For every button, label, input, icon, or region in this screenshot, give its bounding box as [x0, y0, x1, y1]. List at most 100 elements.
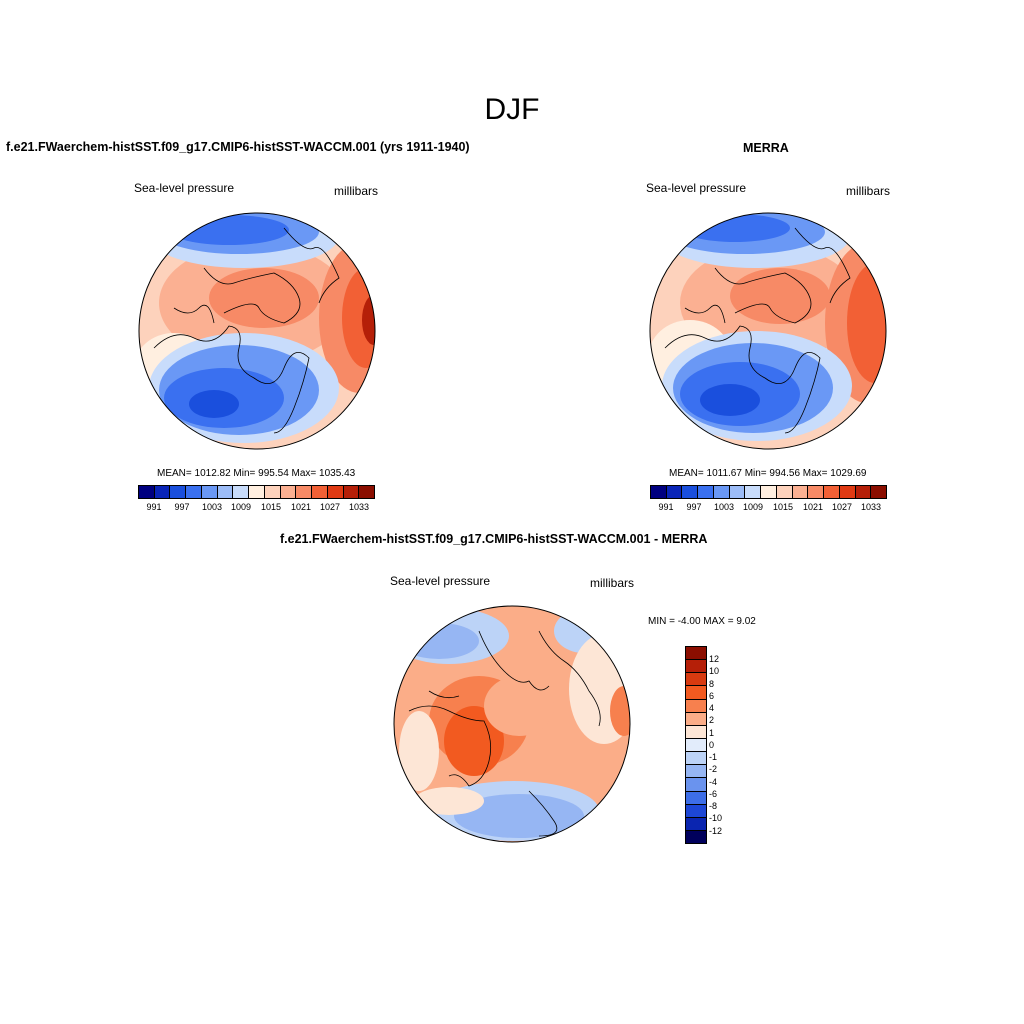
colorbar-tick: 2	[709, 715, 715, 725]
panel2-coastlines	[664, 227, 851, 434]
colorbar-swatch	[170, 486, 187, 498]
colorbar-swatch	[686, 725, 706, 739]
panel2-stats: MEAN= 1011.67 Min= 994.56 Max= 1029.69	[669, 468, 867, 479]
colorbar-swatch	[808, 486, 825, 498]
colorbar-tick: 6	[709, 691, 715, 701]
colorbar-tick: 997	[174, 502, 190, 512]
colorbar-swatch	[296, 486, 313, 498]
panel3-variable-label: Sea-level pressure	[390, 574, 491, 588]
panel1-units-label: millibars	[334, 184, 379, 198]
panel2-slp-contours	[650, 213, 886, 449]
colorbar-swatch	[686, 686, 706, 700]
colorbar-swatch	[682, 486, 699, 498]
panel3-polar-map	[393, 605, 631, 843]
panel3-units-label: millibars	[590, 576, 635, 590]
colorbar-tick: 0	[709, 740, 715, 750]
panel1-polar-map	[138, 212, 376, 450]
colorbar-tick: 1033	[348, 502, 370, 512]
colorbar-swatch	[343, 486, 360, 498]
colorbar-tick: 997	[686, 502, 702, 512]
panel3-colorbar-ticks: 12 10 8 6 4 2 1 0 -1 -2 -4 -6 -8 -10 -12	[709, 646, 749, 842]
colorbar-swatch	[217, 486, 234, 498]
colorbar-swatch	[233, 486, 250, 498]
colorbar-swatch	[201, 486, 218, 498]
figure-title: DJF	[484, 93, 540, 126]
panel2-polar-map	[649, 212, 887, 450]
colorbar-swatch	[686, 778, 706, 792]
colorbar-tick: 12	[709, 654, 720, 664]
colorbar-swatch	[686, 660, 706, 674]
colorbar-tick: 1033	[860, 502, 882, 512]
colorbar-swatch	[824, 486, 840, 498]
colorbar-swatch	[776, 486, 793, 498]
colorbar-tick: 8	[709, 679, 715, 689]
panel3-colorbar	[685, 646, 707, 844]
panel2-colorbar	[650, 485, 887, 499]
colorbar-tick: -12	[709, 826, 723, 836]
colorbar-swatch	[359, 486, 375, 498]
colorbar-tick: 1003	[713, 502, 735, 512]
panel2-title: MERRA	[743, 141, 789, 155]
colorbar-tick: 1009	[742, 502, 764, 512]
colorbar-swatch	[686, 712, 706, 726]
colorbar-swatch	[186, 486, 202, 498]
colorbar-swatch	[686, 791, 706, 805]
colorbar-tick: -4	[709, 777, 718, 787]
colorbar-tick: 1021	[290, 502, 312, 512]
panel2-colorbar-ticks: 991 997 1003 1009 1015 1021 1027 1033	[650, 502, 885, 514]
colorbar-tick: 1009	[230, 502, 252, 512]
colorbar-swatch	[280, 486, 297, 498]
panel1-colorbar	[138, 485, 375, 499]
colorbar-tick: 1003	[201, 502, 223, 512]
colorbar-swatch	[666, 486, 683, 498]
panel3-title: f.e21.FWaerchem-histSST.f09_g17.CMIP6-hi…	[280, 532, 708, 546]
colorbar-swatch	[698, 486, 714, 498]
colorbar-tick: 4	[709, 703, 715, 713]
colorbar-swatch	[686, 765, 706, 779]
colorbar-tick: 1027	[831, 502, 853, 512]
colorbar-tick: -6	[709, 789, 718, 799]
colorbar-tick: 1015	[260, 502, 282, 512]
colorbar-swatch	[264, 486, 281, 498]
colorbar-swatch	[839, 486, 856, 498]
colorbar-swatch	[686, 830, 706, 844]
colorbar-swatch	[745, 486, 762, 498]
colorbar-swatch	[686, 738, 706, 753]
colorbar-swatch	[792, 486, 809, 498]
panel1-title: f.e21.FWaerchem-histSST.f09_g17.CMIP6-hi…	[6, 140, 470, 154]
colorbar-swatch	[686, 673, 706, 687]
panel1-slp-contours	[139, 213, 375, 449]
colorbar-swatch	[686, 699, 706, 713]
colorbar-tick: -2	[709, 764, 718, 774]
colorbar-swatch	[871, 486, 887, 498]
colorbar-swatch	[729, 486, 746, 498]
panel3-stats: MIN = -4.00 MAX = 9.02	[648, 616, 756, 627]
panel1-coastlines	[153, 227, 340, 434]
colorbar-tick: -10	[709, 813, 723, 823]
colorbar-swatch	[686, 752, 706, 766]
panel3-coastlines	[408, 630, 601, 837]
colorbar-tick: 1027	[319, 502, 341, 512]
colorbar-tick: 1015	[772, 502, 794, 512]
colorbar-swatch	[686, 817, 706, 831]
colorbar-swatch	[686, 804, 706, 818]
colorbar-tick: 10	[709, 666, 720, 676]
panel2-units-label: millibars	[846, 184, 891, 198]
panel3-difference-contours	[394, 606, 630, 842]
colorbar-swatch	[139, 486, 155, 498]
colorbar-tick: 991	[658, 502, 674, 512]
colorbar-swatch	[249, 486, 265, 498]
colorbar-tick: 1	[709, 728, 715, 738]
colorbar-swatch	[154, 486, 171, 498]
panel1-colorbar-ticks: 991 997 1003 1009 1015 1021 1027 1033	[138, 502, 373, 514]
colorbar-swatch	[686, 647, 706, 661]
colorbar-swatch	[713, 486, 730, 498]
colorbar-swatch	[761, 486, 777, 498]
colorbar-tick: 991	[146, 502, 162, 512]
panel2-variable-label: Sea-level pressure	[646, 181, 747, 195]
colorbar-swatch	[651, 486, 667, 498]
colorbar-swatch	[312, 486, 328, 498]
panel1-stats: MEAN= 1012.82 Min= 995.54 Max= 1035.43	[157, 468, 356, 479]
colorbar-swatch	[327, 486, 344, 498]
colorbar-tick: -1	[709, 752, 718, 762]
